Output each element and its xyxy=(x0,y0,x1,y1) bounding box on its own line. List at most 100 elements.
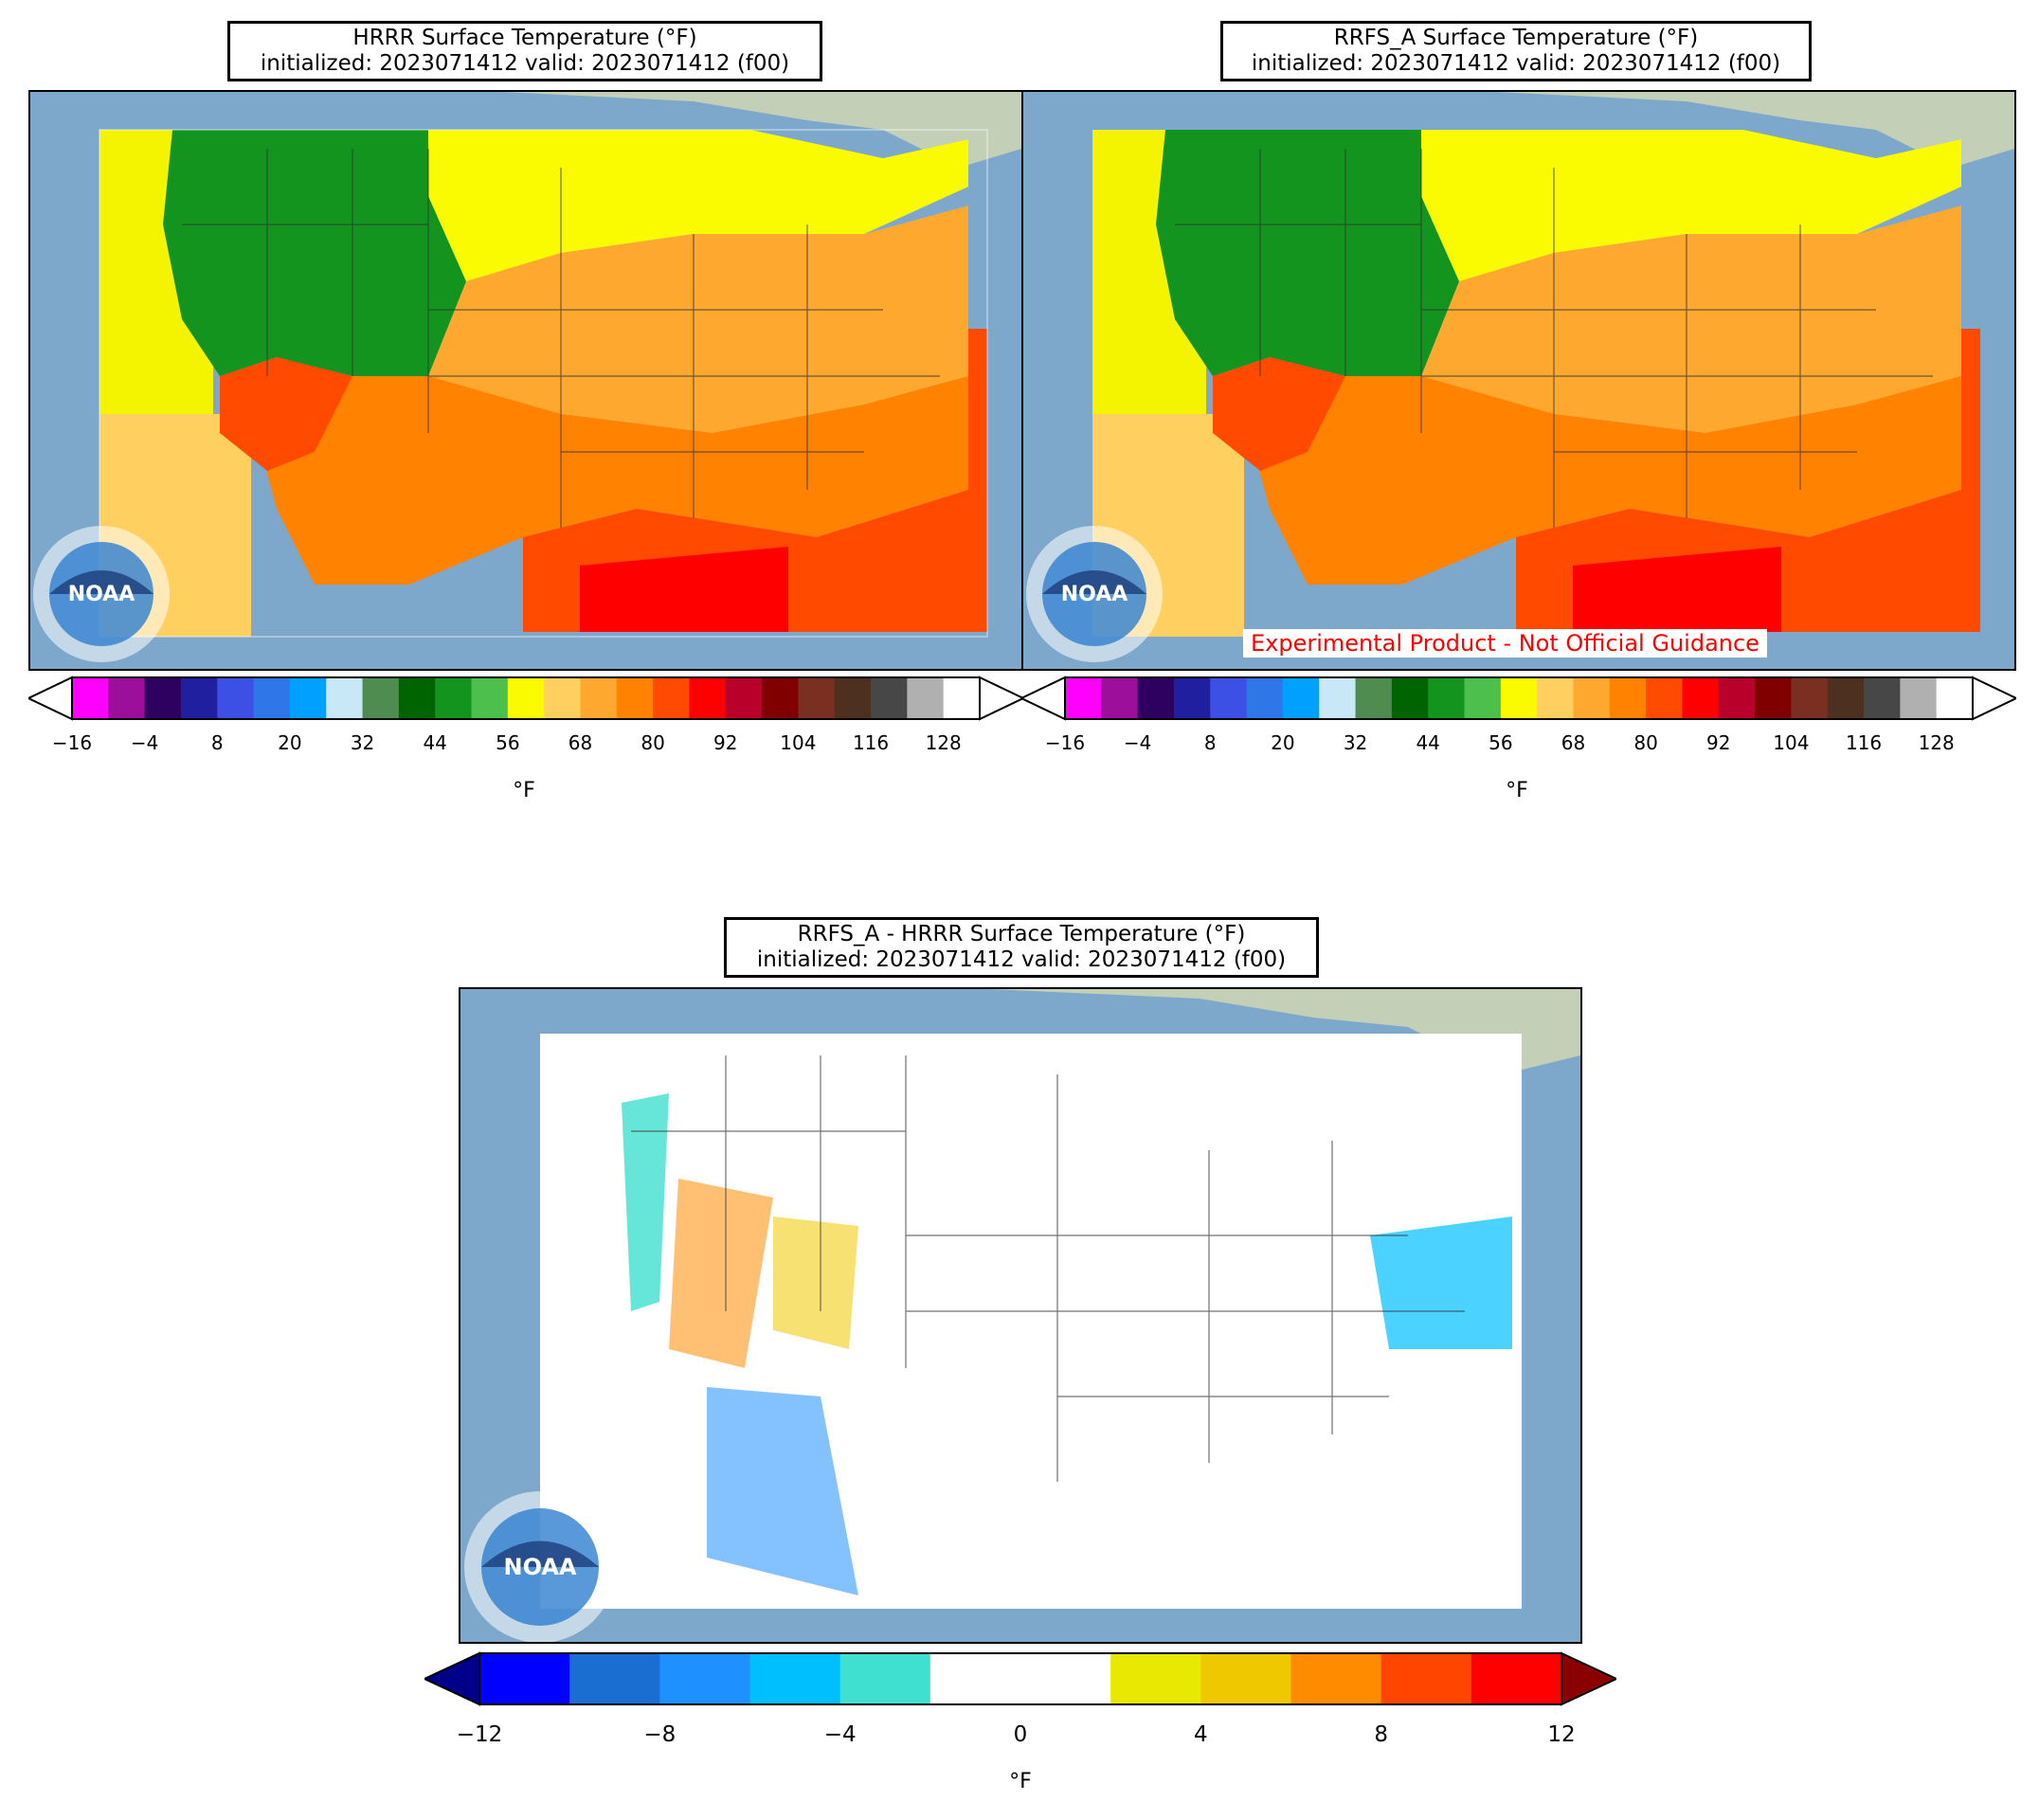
colorbar-extend-under xyxy=(1019,676,1066,721)
colorbar-segment xyxy=(1936,677,1973,719)
colorbar-extend-over xyxy=(1561,1651,1619,1706)
colorbar-tick-label: 44 xyxy=(423,731,447,754)
hrrr-title-line1: HRRR Surface Temperature (°F) xyxy=(352,26,697,50)
colorbar-segment xyxy=(1864,677,1901,719)
colorbar-tick-label: 128 xyxy=(925,731,962,754)
southwest-cool xyxy=(707,1387,858,1595)
colorbar-segment xyxy=(798,677,836,719)
state-borders xyxy=(631,1055,1465,1482)
colorbar-tick-label: 32 xyxy=(1343,731,1368,754)
noaa-logo: NOAA xyxy=(33,526,170,662)
colorbar-tick-label: 128 xyxy=(1918,731,1955,754)
colorbar-segment xyxy=(1137,677,1175,719)
colorbar-segment xyxy=(471,677,509,719)
colorbar-tick-label: 8 xyxy=(210,731,224,754)
colorbar-extend-over xyxy=(979,676,1026,721)
southwest-red xyxy=(220,357,352,471)
colorbar-segment xyxy=(1573,677,1611,719)
colorbar-tick-label: −4 xyxy=(1123,731,1152,754)
colorbar-segment xyxy=(1210,677,1248,719)
diff-title-line2: initialized: 2023071412 valid: 202307141… xyxy=(756,947,1287,972)
southwest-red xyxy=(1213,357,1345,471)
canada-land xyxy=(1165,92,2014,168)
noaa-logo: NOAA xyxy=(464,1491,616,1642)
rrfs-title-line2: initialized: 2023071412 valid: 202307141… xyxy=(1251,51,1781,76)
colorbar-segment xyxy=(180,677,218,719)
gulf-atlantic-field xyxy=(1516,329,1980,632)
colorbar-segment xyxy=(544,677,581,719)
colorbar-tick-label: −4 xyxy=(130,731,159,754)
conus-north-yellow xyxy=(428,130,968,281)
colorbar-tick-label: 92 xyxy=(713,731,738,754)
colorbar-segment xyxy=(1609,677,1647,719)
east-coast-cool xyxy=(1370,1216,1512,1349)
colorbar-segment xyxy=(1065,677,1102,719)
colorbar-segment xyxy=(398,677,436,719)
colorbar-segment xyxy=(616,677,654,719)
state-borders xyxy=(1175,149,1933,528)
conus-west-green xyxy=(163,130,466,376)
rrfs-colorbar-ticks: −16 −4 8 20 32 44 56 68 80 92 104 116 128 xyxy=(993,731,2035,760)
colorbar-tick-label: 20 xyxy=(278,731,302,754)
colorbar-tick-label: 8 xyxy=(1203,731,1217,754)
colorbar-segment xyxy=(1246,677,1284,719)
experimental-banner: Experimental Product - Not Official Guid… xyxy=(1243,629,1767,658)
colorbar-segment xyxy=(1464,677,1502,719)
colorbar-tick-label: 80 xyxy=(1633,731,1658,754)
canada-land xyxy=(622,989,1580,1074)
colorbar-segment xyxy=(1355,677,1393,719)
colorbar-tick-label: 68 xyxy=(1561,731,1586,754)
colorbar-segment xyxy=(326,677,364,719)
colorbar-segment xyxy=(907,677,945,719)
colorbar-segment xyxy=(1718,677,1756,719)
colorbar-segment xyxy=(1428,677,1466,719)
colorbar-segment xyxy=(435,677,473,719)
rrfs-colorbar-unit: °F xyxy=(1506,779,1528,802)
colorbar-segment xyxy=(943,677,980,719)
diff-map-svg: NOAA xyxy=(460,989,1580,1642)
colorbar-tick-label: −16 xyxy=(51,731,93,754)
hrrr-title: HRRR Surface Temperature (°F) initialize… xyxy=(227,21,822,81)
hrrr-title-line2: initialized: 2023071412 valid: 202307141… xyxy=(260,51,790,76)
colorbar-tick-label: 116 xyxy=(852,731,890,754)
canada-land xyxy=(172,92,1021,168)
colorbar-segment xyxy=(653,677,690,719)
colorbar-segment xyxy=(1391,677,1429,719)
colorbar-tick-label: 8 xyxy=(1374,1722,1388,1747)
colorbar-segment xyxy=(507,677,545,719)
colorbar-segment xyxy=(839,1653,931,1704)
colorbar-segment xyxy=(1682,677,1720,719)
colorbar-extend-over xyxy=(1972,676,2019,721)
diff-colorbar-ticks: −12 −8 −4 0 4 8 12 xyxy=(0,1722,2039,1753)
rrfs-title-line1: RRFS_A Surface Temperature (°F) xyxy=(1333,26,1699,50)
colorbar-tick-label: 20 xyxy=(1271,731,1295,754)
colorbar-segment xyxy=(108,677,146,719)
colorbar-tick-label: −4 xyxy=(823,1722,857,1747)
colorbar-segment xyxy=(144,677,182,719)
colorbar-segment xyxy=(834,677,872,719)
colorbar-segment xyxy=(569,1653,660,1704)
colorbar-tick-label: 104 xyxy=(1773,731,1810,754)
colorbar-segment xyxy=(1380,1653,1472,1704)
colorbar-segment xyxy=(1537,677,1574,719)
colorbar-segment xyxy=(1471,1653,1562,1704)
colorbar-segment xyxy=(1900,677,1938,719)
noaa-logo-text: NOAA xyxy=(1061,583,1128,606)
colorbar-segment xyxy=(1200,1653,1291,1704)
colorbar-outline xyxy=(478,1652,1562,1705)
colorbar-tick-label: 68 xyxy=(568,731,593,754)
colorbar-segment xyxy=(1646,677,1683,719)
colorbar-segment xyxy=(1020,1653,1111,1704)
diff-title-line1: RRFS_A - HRRR Surface Temperature (°F) xyxy=(797,922,1246,946)
colorbar-tick-label: −12 xyxy=(456,1722,503,1747)
colorbar-segment xyxy=(72,677,109,719)
colorbar-tick-label: −8 xyxy=(643,1722,677,1747)
colorbar-segment xyxy=(217,677,255,719)
colorbar-segment xyxy=(749,1653,841,1704)
colorbar-tick-label: 44 xyxy=(1416,731,1440,754)
colorbar-tick-label: −16 xyxy=(1044,731,1086,754)
colorbar-segment xyxy=(725,677,763,719)
colorbar-tick-label: 56 xyxy=(496,731,520,754)
conus-west-green xyxy=(1156,130,1459,376)
west-warm-patches xyxy=(669,1179,773,1368)
